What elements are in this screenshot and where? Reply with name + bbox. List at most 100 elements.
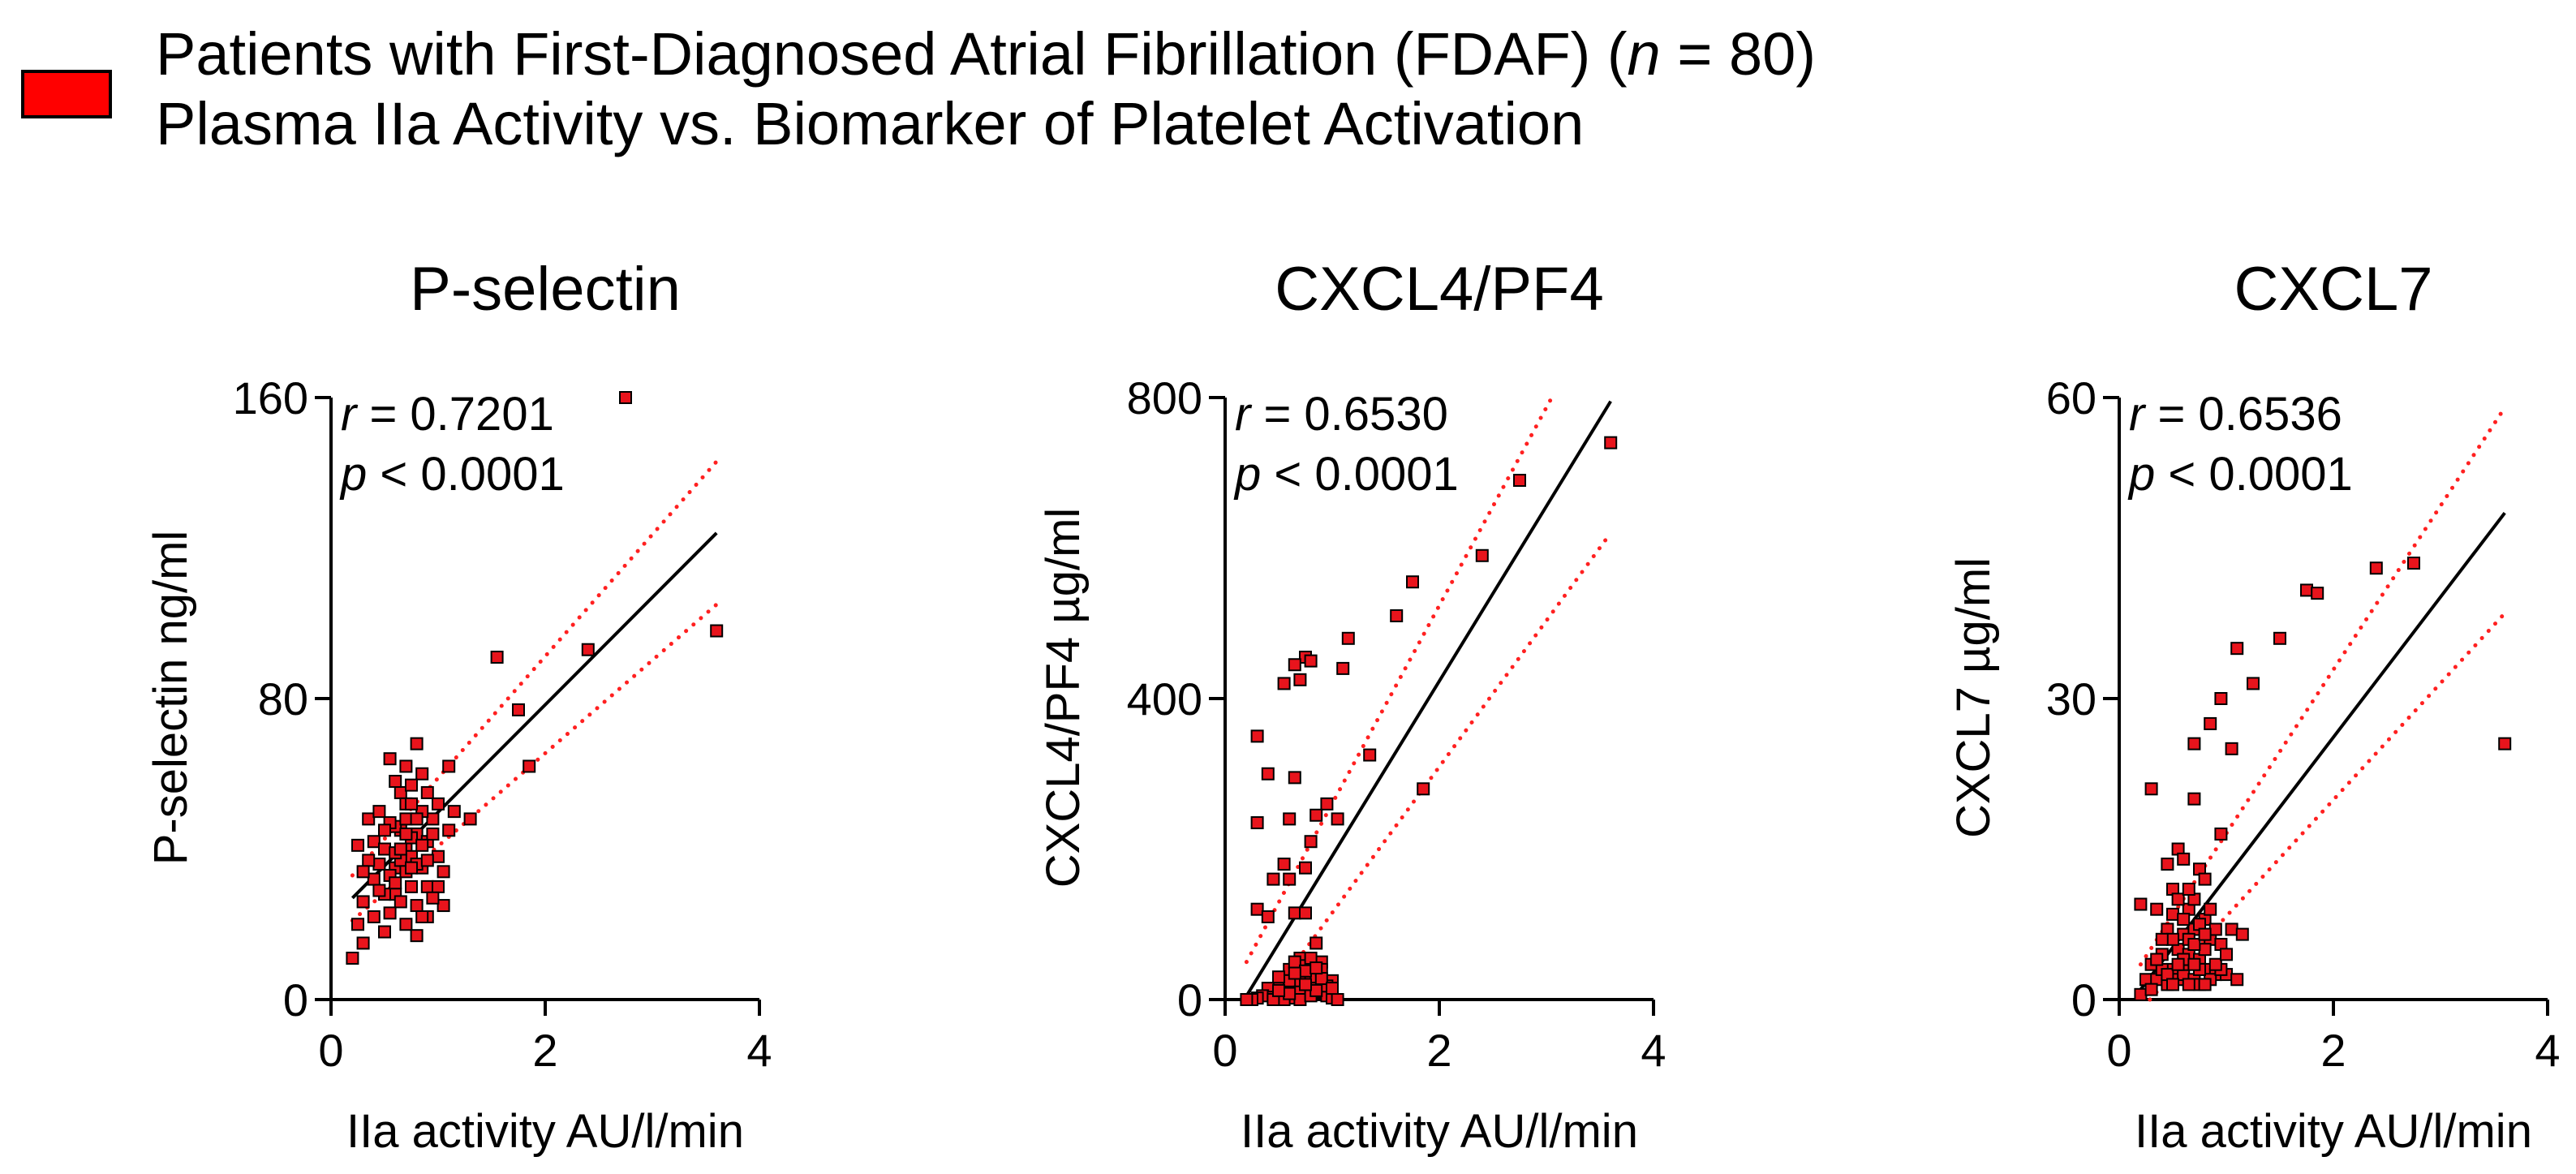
data-point	[2166, 907, 2179, 921]
data-point	[1314, 972, 1328, 986]
data-point	[2161, 858, 2174, 871]
data-point	[1417, 782, 1430, 796]
p-text: < 0.0001	[2155, 448, 2353, 501]
data-point	[426, 827, 440, 841]
ci-upper-line	[350, 459, 719, 878]
data-point	[2214, 827, 2228, 841]
data-point	[1604, 436, 1618, 449]
data-point	[2208, 957, 2222, 971]
data-point	[372, 884, 386, 897]
data-point	[2166, 932, 2179, 946]
data-point	[2187, 937, 2201, 951]
y-tick-label: 800	[1127, 372, 1202, 424]
x-tick-label: 0	[318, 1025, 343, 1076]
p-value: p < 0.0001	[1233, 448, 1459, 501]
data-point	[367, 872, 381, 886]
data-point	[1326, 982, 1339, 996]
data-point	[1272, 970, 1285, 984]
data-point	[442, 824, 456, 837]
data-point	[1293, 993, 1307, 1006]
data-point	[1341, 631, 1355, 645]
data-point	[1310, 808, 1323, 822]
data-point	[367, 835, 381, 849]
x-tick-label: 4	[1641, 1025, 1666, 1076]
data-point	[410, 899, 424, 913]
regression-line	[1245, 400, 1612, 997]
data-point	[2273, 631, 2286, 645]
p-symbol: p	[339, 448, 367, 501]
data-point	[710, 624, 724, 638]
r-symbol: r	[2129, 388, 2147, 441]
data-point	[1304, 835, 1318, 849]
x-axis-label: IIa activity AU/l/min	[346, 1105, 744, 1158]
data-point	[399, 918, 413, 931]
data-point	[410, 737, 424, 750]
data-point	[512, 703, 525, 716]
r-text: = 0.7201	[356, 388, 554, 441]
panel-cxcl7: CXCL7 0 30 60 0 2 4 r = 0.6536 p < 0.0001 IIa…	[1947, 255, 2561, 1158]
data-point	[1299, 978, 1312, 991]
data-point	[437, 865, 450, 879]
data-point	[1513, 474, 1526, 488]
data-point	[1283, 872, 1297, 886]
data-point	[442, 759, 456, 773]
data-point	[1331, 993, 1344, 1006]
r-value: r = 0.7201	[341, 388, 554, 441]
data-point	[1475, 548, 1489, 562]
data-point	[432, 797, 445, 811]
data-point	[420, 854, 434, 867]
data-point	[356, 895, 370, 909]
data-point	[1288, 955, 1301, 969]
r-value: r = 0.6530	[1235, 388, 1448, 441]
y-axis-label: CXCL7 µg/ml	[1947, 557, 2000, 838]
x-tick-label: 2	[532, 1025, 557, 1076]
data-point	[1261, 767, 1275, 781]
data-point	[1277, 677, 1291, 690]
data-point	[1272, 983, 1285, 997]
fit-line	[1245, 400, 1612, 997]
data-point	[2177, 852, 2191, 866]
data-point	[2198, 927, 2212, 941]
data-point	[2187, 792, 2201, 806]
x-tick-label: 0	[2106, 1025, 2131, 1076]
data-point	[351, 838, 364, 852]
data-point	[2177, 913, 2191, 927]
data-point	[1331, 812, 1344, 826]
data-point	[405, 879, 418, 893]
data-point	[2204, 902, 2217, 916]
data-point	[410, 812, 424, 826]
data-point	[2182, 882, 2195, 896]
data-point	[1250, 816, 1264, 830]
data-point	[490, 650, 504, 664]
data-point	[1283, 987, 1297, 1000]
data-point	[2171, 957, 2185, 971]
y-tick-label: 400	[1127, 673, 1202, 725]
data-point	[426, 891, 440, 905]
y-axis-label: P-selectin ng/ml	[144, 531, 197, 866]
y-tick-label: 60	[2046, 372, 2096, 424]
data-point	[415, 838, 429, 852]
data-point	[372, 858, 386, 871]
data-point	[362, 854, 376, 867]
data-point	[1320, 797, 1334, 811]
data-point	[405, 778, 418, 792]
data-point	[1304, 654, 1318, 668]
data-point	[2150, 902, 2164, 916]
x-tick-label: 4	[746, 1025, 772, 1076]
y-axis-label: CXCL4/PF4 µg/ml	[1037, 508, 1090, 888]
data-point	[2225, 742, 2238, 755]
data-point	[447, 805, 461, 819]
data-point	[2225, 922, 2238, 936]
y-tick-label: 0	[283, 974, 308, 1026]
data-point	[2134, 987, 2148, 1001]
data-point	[389, 876, 402, 890]
panel-title: CXCL7	[2234, 255, 2433, 324]
data-point	[2369, 561, 2383, 575]
data-point	[1310, 936, 1323, 950]
data-point	[415, 767, 429, 781]
data-point	[2198, 872, 2212, 886]
data-point	[1299, 906, 1312, 920]
y-tick-label: 0	[1177, 974, 1202, 1026]
data-point	[1336, 661, 1350, 675]
data-point	[2134, 897, 2148, 911]
